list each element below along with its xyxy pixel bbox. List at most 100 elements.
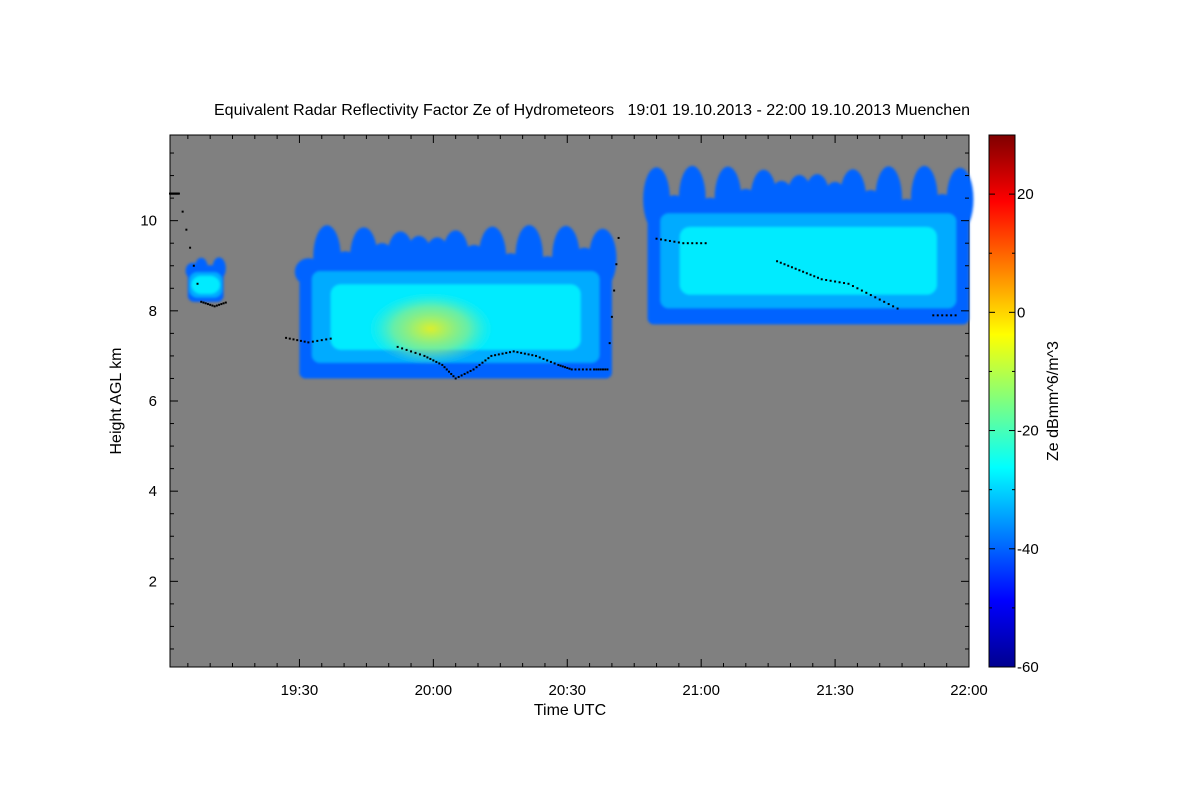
cloud-base-point: [604, 368, 607, 371]
cloud-base-point: [478, 363, 481, 366]
cloud-base-point: [531, 354, 534, 357]
cloud-base-point: [779, 261, 782, 264]
cloud-base-point: [516, 351, 519, 354]
cloud-base-point: [292, 338, 295, 341]
cloud-core: [368, 292, 494, 366]
cloud-base-point: [452, 375, 455, 378]
cloud-base-point: [523, 352, 526, 355]
cloud-base-point: [497, 353, 500, 356]
cloud-base-point: [950, 314, 953, 317]
cloud-base-point: [677, 241, 680, 244]
cloud-base-point: [704, 242, 707, 245]
y-axis-label: Height AGL km: [108, 347, 125, 454]
cloud-base-point: [578, 368, 581, 371]
cloud-base-point: [410, 350, 413, 353]
cloud-base-point: [527, 353, 530, 356]
cloud-base-point: [570, 368, 573, 371]
cloud-base-point: [787, 264, 790, 267]
y-tick-label: 8: [149, 303, 157, 320]
cloud-base-point: [222, 302, 225, 305]
cloud-base-point: [869, 294, 872, 297]
cloud-base-point: [192, 264, 195, 267]
cloud-base-point: [617, 236, 620, 239]
cloud-base-point: [438, 362, 441, 365]
cloud-base-point: [593, 368, 596, 371]
cloud-base-point: [501, 352, 504, 355]
cloud-base-point: [847, 282, 850, 285]
x-tick-label: 19:30: [281, 682, 319, 699]
x-tick-label: 21:00: [682, 682, 720, 699]
x-tick-label: 20:30: [548, 682, 586, 699]
cloud-base-point: [574, 368, 577, 371]
cloud-base-point: [860, 289, 863, 292]
cloud-base-point: [829, 279, 832, 282]
cloud-base-point: [599, 368, 602, 371]
cloud-base-point: [597, 368, 600, 371]
cloud-base-point: [512, 350, 515, 353]
cloud-base-point: [825, 279, 828, 282]
cloud-base-point: [447, 370, 450, 373]
cloud-base-point: [435, 360, 438, 363]
cloud-base-point: [285, 336, 288, 339]
cloud-base-point: [211, 304, 214, 307]
colorbar-tick-label: -40: [1017, 541, 1039, 558]
cloud-base-point: [213, 305, 216, 308]
cloud-base-point: [423, 354, 426, 357]
x-tick-label: 20:00: [415, 682, 453, 699]
cloud-base-point: [802, 270, 805, 273]
cloud-base-point: [481, 361, 484, 364]
cloud-base-point: [426, 356, 429, 359]
cloud-base-point: [475, 366, 478, 369]
colorbar-label: Ze dBmm^6/m^3: [1045, 341, 1062, 461]
colorbar-ticks: -60 -40 -20 0 20: [989, 134, 1039, 676]
cloud-base-point: [546, 359, 549, 362]
cloud-base-point: [218, 303, 221, 306]
colorbar-tick-label: -20: [1017, 423, 1039, 440]
cloud-base-point: [463, 372, 466, 375]
cloud-base-point: [892, 305, 895, 308]
y-tick-label: 6: [149, 393, 157, 410]
cloud-base-point: [405, 348, 408, 351]
cloud-base-point: [441, 363, 444, 366]
cloud-base-point: [454, 377, 457, 380]
cloud-base-point: [542, 357, 545, 360]
cloud-base-markers: [169, 192, 957, 380]
cloud-base-point: [472, 368, 475, 371]
cloud-base-point: [181, 210, 184, 213]
colorbar-tick-label: 20: [1017, 186, 1034, 203]
cloud-base-point: [798, 269, 801, 272]
cloud-base-point: [220, 303, 223, 306]
cloud-base-point: [538, 356, 541, 359]
cloud-base-point: [457, 375, 460, 378]
cloud-base-point: [668, 239, 671, 242]
cloud-base-point: [878, 298, 881, 301]
cloud-base-point: [834, 280, 837, 283]
cloud-base-point: [466, 371, 469, 374]
cloud-base-point: [581, 368, 584, 371]
axis-ticks: 19:30 20:00 20:30 21:00 21:30 22:00 2 4 6 8 10: [140, 135, 988, 699]
cloud-base-point: [851, 285, 854, 288]
cloud-base-point: [202, 301, 205, 304]
cloud-base-point: [445, 368, 448, 371]
cloud-base-point: [610, 315, 613, 318]
cloud-base-point: [941, 314, 944, 317]
cloud-base-point: [838, 281, 841, 284]
cloud-base-point: [196, 282, 199, 285]
cloud-base-point: [494, 354, 497, 357]
cloud-base-point: [700, 242, 703, 245]
cloud-base-point: [813, 275, 816, 278]
cloud-base-point: [561, 365, 564, 368]
cloud-base-point: [224, 301, 227, 304]
cloud-base-point: [490, 354, 493, 357]
cloud-base-point: [396, 345, 399, 348]
colorbar: [988, 134, 1016, 668]
cloud-base-point: [865, 291, 868, 294]
cloud-base-point: [215, 304, 218, 307]
cloud-base-point: [299, 339, 302, 342]
cloud-base-point: [790, 266, 793, 269]
x-tick-label: 21:30: [816, 682, 854, 699]
cloud-base-point: [896, 307, 899, 310]
cloud-base-point: [816, 276, 819, 279]
cloud-base-point: [177, 192, 180, 195]
